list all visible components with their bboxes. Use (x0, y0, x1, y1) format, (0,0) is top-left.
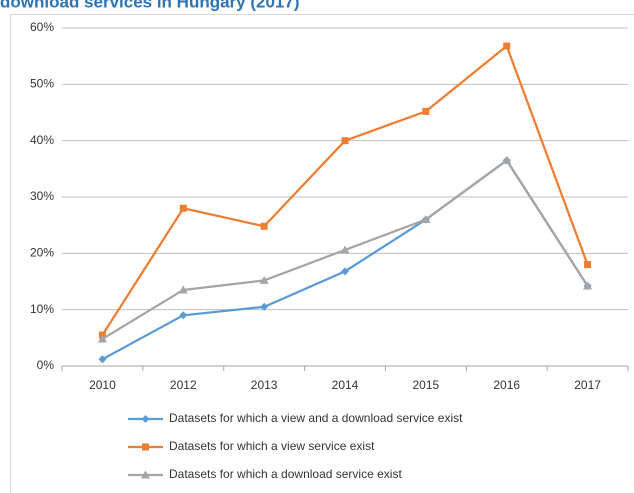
marker (141, 470, 150, 479)
marker (178, 285, 188, 294)
chart-frame (10, 14, 634, 493)
marker (260, 302, 269, 311)
y-tick-label: 20% (30, 246, 54, 260)
y-tick-label: 60% (30, 20, 54, 34)
marker (341, 137, 349, 145)
y-tick-label: 40% (30, 133, 54, 147)
series-line (101, 44, 589, 336)
marker (179, 311, 188, 320)
chart-title: download services in Hungary (2017) (0, 0, 299, 11)
marker (502, 155, 512, 164)
marker (503, 42, 511, 50)
marker (422, 107, 430, 115)
x-tick-label: 2013 (251, 378, 278, 392)
x-tick-label: 2016 (493, 378, 520, 392)
x-tick-label: 2014 (332, 378, 359, 392)
marker (141, 415, 150, 423)
marker (421, 215, 431, 224)
x-tick-label: 2017 (574, 378, 601, 392)
marker (584, 261, 592, 269)
marker (98, 355, 107, 364)
marker (340, 245, 350, 254)
marker (142, 443, 149, 451)
x-tick-label: 2012 (170, 378, 197, 392)
marker (583, 281, 593, 290)
series-line (101, 158, 589, 361)
legend-label: Datasets for which a download service ex… (169, 467, 402, 481)
y-tick-label: 10% (30, 302, 54, 316)
x-tick-label: 2015 (413, 378, 440, 392)
marker (97, 334, 107, 343)
y-tick-label: 30% (30, 189, 54, 203)
y-tick-label: 50% (30, 77, 54, 91)
marker (260, 222, 268, 230)
marker (179, 204, 187, 212)
marker (341, 267, 349, 276)
legend-label: Datasets for which a view and a download… (169, 411, 463, 425)
marker (259, 275, 269, 284)
y-tick-label: 0% (37, 358, 55, 372)
legend-label: Datasets for which a view service exist (169, 439, 375, 453)
x-tick-label: 2010 (89, 378, 116, 392)
